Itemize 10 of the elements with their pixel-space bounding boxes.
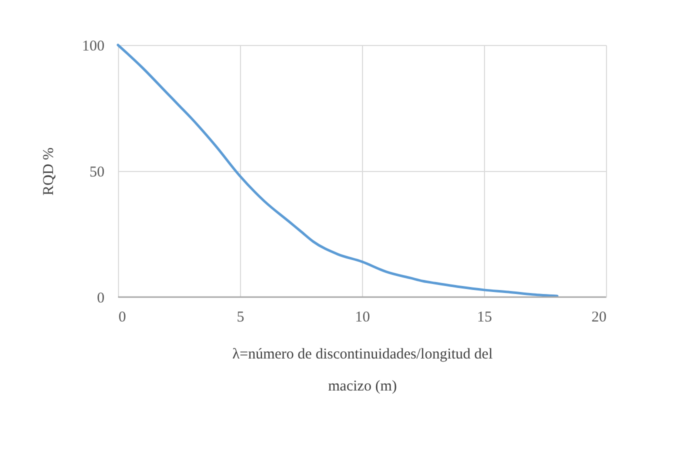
y-tick-label: 50: [90, 164, 104, 180]
x-tick-label: 20: [592, 310, 606, 326]
x-tick-label: 5: [236, 310, 244, 326]
y-tick-label: 100: [82, 38, 104, 54]
x-tick-label: 15: [477, 310, 492, 326]
y-tick-label: 0: [97, 290, 104, 306]
x-tick-label: 10: [355, 310, 370, 326]
x-axis-title: λ=número de discontinuidades/longitud del macizo (m): [232, 346, 493, 394]
x-tick-label: 0: [118, 310, 126, 326]
y-axis-title: RQD %: [41, 148, 57, 196]
